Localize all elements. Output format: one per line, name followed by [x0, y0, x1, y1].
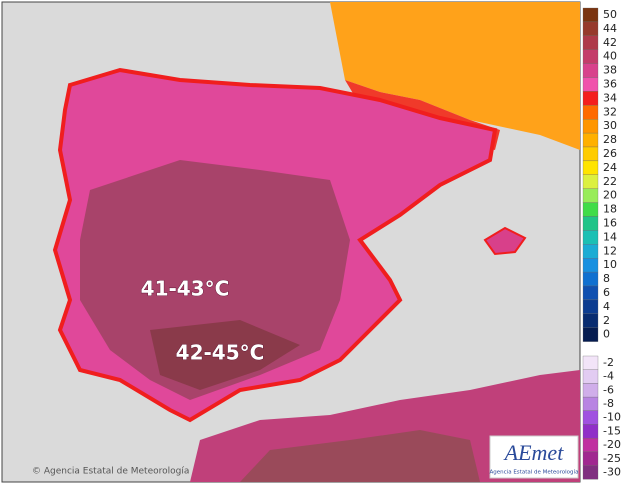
logo-subtitle: Agencia Estatal de Meteorología [490, 469, 579, 476]
legend-label: 20 [603, 189, 617, 202]
africa-interior [240, 430, 480, 482]
legend-label: -15 [603, 424, 621, 437]
legend-label: 4 [603, 300, 610, 313]
legend-swatch [582, 188, 599, 203]
legend-label: 44 [603, 22, 617, 35]
legend-swatch [582, 313, 599, 328]
balearic-islands [483, 226, 527, 256]
legend-swatch [582, 383, 599, 398]
legend-swatch [582, 244, 599, 259]
annotation: 42-45°C [176, 341, 265, 365]
legend-label: 22 [603, 175, 617, 188]
legend-swatch [582, 258, 599, 273]
legend-label: 34 [603, 91, 617, 104]
map: 41-43°C 42-45°C © Agencia Estatal de Met… [1, 1, 581, 483]
legend-swatch [582, 410, 599, 425]
hottest-area [150, 320, 300, 390]
legend-swatch [582, 271, 599, 287]
legend-label: 28 [603, 133, 617, 146]
legend-label: 40 [603, 50, 617, 63]
legend-label: 16 [603, 216, 617, 229]
legend-swatch [582, 451, 599, 466]
legend-label: -4 [603, 370, 614, 383]
legend-swatch [582, 424, 599, 439]
legend-label: 36 [603, 77, 617, 90]
logo-name: AEmet [503, 440, 565, 465]
legend-swatch [582, 132, 599, 148]
legend-label: 6 [603, 286, 610, 299]
color-legend: 5044424038363432302826242220181614121086… [582, 7, 621, 480]
legend-swatch [582, 35, 599, 50]
legend-label: 0 [603, 328, 610, 341]
legend-label: -25 [603, 452, 621, 465]
legend-swatch [582, 355, 599, 370]
france [330, 2, 580, 150]
legend-label: 32 [603, 105, 617, 118]
legend-swatch [582, 327, 599, 342]
legend-swatch [582, 285, 599, 301]
legend-swatch [582, 202, 599, 217]
legend-label: -20 [603, 438, 621, 451]
legend-swatch [582, 105, 599, 120]
legend-label: 8 [603, 272, 610, 285]
legend-label: 10 [603, 258, 617, 271]
legend-label: -2 [603, 356, 614, 369]
legend-swatch [582, 119, 599, 134]
legend-swatch [582, 230, 599, 245]
legend-swatch [582, 299, 599, 314]
legend-swatch [582, 146, 599, 162]
legend-label: 24 [603, 161, 617, 174]
credit: © Agencia Estatal de Meteorología [32, 467, 189, 477]
legend-swatch [582, 438, 599, 453]
legend-label: 14 [603, 230, 617, 243]
legend-label: 12 [603, 244, 617, 257]
legend-swatch [582, 396, 599, 411]
annotation: 41-43°C [141, 277, 230, 301]
legend-swatch [582, 91, 599, 106]
legend-label: 26 [603, 147, 617, 160]
legend-swatch [582, 465, 599, 480]
legend-label: 42 [603, 36, 617, 49]
legend-label: 18 [603, 203, 617, 216]
legend-label: 30 [603, 119, 617, 132]
legend-swatch [582, 21, 599, 36]
legend-swatch [582, 216, 599, 231]
legend-swatch [582, 49, 599, 64]
legend-swatch [582, 77, 599, 92]
legend-label: 50 [603, 8, 617, 21]
legend-swatch [582, 160, 599, 175]
legend-label: -30 [603, 465, 621, 478]
legend-label: -8 [603, 397, 614, 410]
legend-swatch [582, 7, 599, 23]
legend-swatch [582, 63, 599, 78]
legend-label: 38 [603, 64, 617, 77]
legend-swatch [582, 369, 599, 384]
legend-label: -6 [603, 383, 614, 396]
legend-swatch [582, 174, 599, 189]
logo-box [489, 435, 579, 479]
legend-label: 2 [603, 314, 610, 327]
legend-label: -10 [603, 411, 621, 424]
